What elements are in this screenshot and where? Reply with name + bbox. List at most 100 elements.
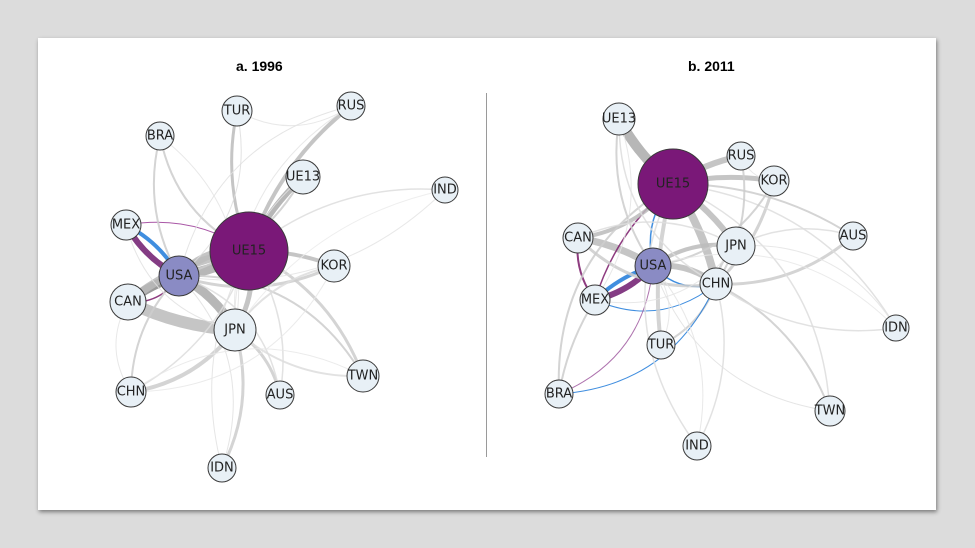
edge-rus-usa — [178, 105, 352, 277]
node-circle-kor — [317, 249, 351, 283]
node-ind[interactable]: IND — [682, 431, 712, 461]
node-can[interactable]: CAN — [109, 283, 147, 321]
node-ue13[interactable]: UE13 — [285, 159, 321, 195]
network-graphs: TUR RUS BRA UE13 IND MEX UE15 USA KOR CAN JPN TWN CH… — [109, 91, 910, 483]
node-usa[interactable]: USA — [158, 255, 200, 297]
node-label-bra: BRA — [546, 387, 572, 402]
node-idn[interactable]: IDN — [207, 453, 237, 483]
node-label-chn: CHN — [117, 385, 146, 400]
node-kor[interactable]: KOR — [758, 165, 790, 197]
node-label-ue15: UE15 — [656, 177, 690, 192]
node-label-idn: IDN — [210, 461, 234, 476]
node-mex[interactable]: MEX — [579, 284, 611, 316]
node-chn[interactable]: CHN — [115, 376, 147, 408]
node-circle-ue15 — [209, 211, 289, 291]
node-bra[interactable]: BRA — [145, 121, 175, 151]
edge-twn-usa — [178, 274, 364, 377]
node-bra[interactable]: BRA — [544, 379, 574, 409]
node-ind[interactable]: IND — [431, 176, 459, 204]
edge-bra-ue15 — [557, 183, 674, 395]
node-circle-can — [109, 283, 147, 321]
node-label-ind: IND — [685, 439, 709, 454]
node-circle-rus — [726, 141, 756, 171]
node-circle-idn — [207, 453, 237, 483]
edge-can-jpn — [577, 221, 737, 247]
node-label-twn: TWN — [814, 404, 846, 419]
node-label-aus: AUS — [267, 388, 294, 403]
figure-card: a. 1996 b. 2011 TUR RUS BRA UE13 IND MEX UE15 U… — [38, 38, 936, 510]
node-label-rus: RUS — [338, 99, 365, 114]
node-label-rus: RUS — [728, 149, 755, 164]
node-circle-ind — [431, 176, 459, 204]
node-label-ue13: UE13 — [286, 170, 320, 185]
node-label-jpn: JPN — [724, 239, 746, 254]
edge-twn-chn — [715, 283, 831, 412]
node-label-jpn: JPN — [223, 323, 245, 338]
edge-rus-jpn — [233, 105, 352, 331]
edge-ue13-mex — [594, 118, 632, 301]
node-ue15[interactable]: UE15 — [209, 211, 289, 291]
node-label-usa: USA — [166, 269, 193, 284]
node-circle-chn — [699, 267, 733, 301]
node-circle-mex — [110, 209, 142, 241]
panel-divider — [486, 93, 487, 457]
edge-twn-chn — [130, 348, 364, 393]
node-idn[interactable]: IDN — [882, 314, 910, 342]
nodes-2011: UE13 UE15 RUS KOR CAN JPN AUS USA CHN MEX IDN TUR BR… — [544, 102, 910, 461]
node-circle-aus — [265, 380, 295, 410]
node-label-mex: MEX — [112, 218, 140, 233]
node-mex[interactable]: MEX — [110, 209, 142, 241]
node-circle-ue13 — [602, 102, 636, 136]
edge-idn-usa — [652, 253, 897, 329]
node-circle-can — [562, 222, 594, 254]
node-label-idn: IDN — [884, 321, 908, 336]
node-tur[interactable]: TUR — [646, 330, 676, 360]
node-circle-jpn — [716, 226, 756, 266]
node-circle-ue13 — [285, 159, 321, 195]
node-label-ind: IND — [433, 183, 457, 198]
edge-ind-ue15 — [644, 183, 698, 447]
panel-b-title: b. 2011 — [688, 58, 735, 74]
node-label-chn: CHN — [702, 277, 731, 292]
node-ue15[interactable]: UE15 — [637, 148, 709, 220]
node-label-bra: BRA — [147, 129, 173, 144]
node-twn[interactable]: TWN — [814, 395, 846, 427]
node-aus[interactable]: AUS — [838, 221, 868, 251]
node-usa[interactable]: USA — [634, 247, 672, 285]
node-label-ue15: UE15 — [232, 244, 266, 259]
node-ue13[interactable]: UE13 — [602, 102, 636, 136]
node-rus[interactable]: RUS — [726, 141, 756, 171]
node-label-ue13: UE13 — [602, 112, 636, 127]
node-label-usa: USA — [640, 259, 667, 274]
edge-tur-usa — [178, 110, 242, 277]
node-label-kor: KOR — [320, 259, 347, 274]
nodes-1996: TUR RUS BRA UE13 IND MEX UE15 USA KOR CAN JPN TWN CH… — [109, 91, 459, 483]
node-jpn[interactable]: JPN — [213, 308, 257, 352]
edge-twn-usa — [652, 265, 831, 412]
node-label-tur: TUR — [223, 104, 251, 119]
edge-mex-jpn — [594, 245, 737, 304]
node-can[interactable]: CAN — [562, 222, 594, 254]
node-rus[interactable]: RUS — [336, 91, 366, 121]
edge-aus-chn — [714, 234, 855, 286]
network-panel-1996: TUR RUS BRA UE13 IND MEX UE15 USA KOR CAN JPN TWN CH… — [109, 91, 459, 483]
node-circle-aus — [838, 221, 868, 251]
node-circle-ind — [682, 431, 712, 461]
node-circle-usa — [158, 255, 200, 297]
edge-ue13-chn — [618, 118, 717, 285]
node-kor[interactable]: KOR — [317, 249, 351, 283]
node-chn[interactable]: CHN — [699, 267, 733, 301]
node-circle-rus — [336, 91, 366, 121]
node-tur[interactable]: TUR — [221, 95, 253, 127]
node-twn[interactable]: TWN — [346, 359, 380, 393]
node-circle-bra — [145, 121, 175, 151]
network-panel-2011: UE13 UE15 RUS KOR CAN JPN AUS USA CHN MEX IDN TUR BR… — [544, 102, 910, 461]
node-label-kor: KOR — [760, 174, 787, 189]
node-circle-bra — [544, 379, 574, 409]
node-aus[interactable]: AUS — [265, 380, 295, 410]
node-jpn[interactable]: JPN — [716, 226, 756, 266]
node-label-aus: AUS — [840, 229, 867, 244]
edge-mex-chn — [594, 283, 717, 312]
node-circle-mex — [579, 284, 611, 316]
edge-idn-jpn — [735, 244, 897, 329]
